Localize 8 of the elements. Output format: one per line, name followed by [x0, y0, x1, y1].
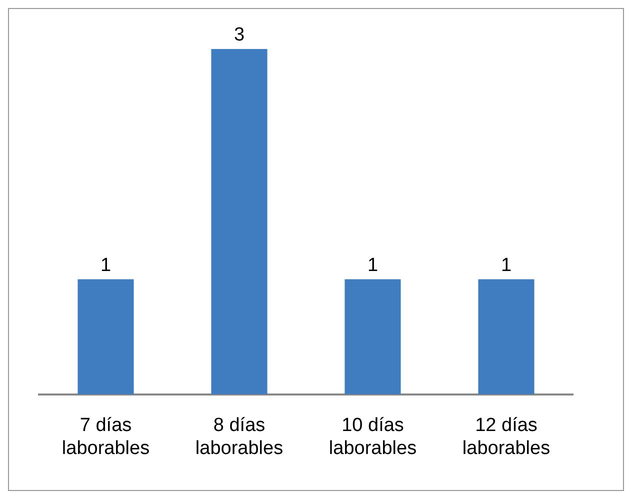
data-label: 3	[234, 24, 245, 46]
data-label: 1	[100, 255, 112, 276]
x-tick-label: 7 días laborables	[62, 415, 150, 459]
x-tick-label: 8 días laborables	[195, 415, 284, 459]
x-tick-label: 10 días laborables	[328, 415, 417, 459]
data-label: 1	[367, 255, 378, 276]
data-label: 1	[500, 255, 512, 276]
x-tick-label: 12 días laborables	[462, 415, 550, 459]
